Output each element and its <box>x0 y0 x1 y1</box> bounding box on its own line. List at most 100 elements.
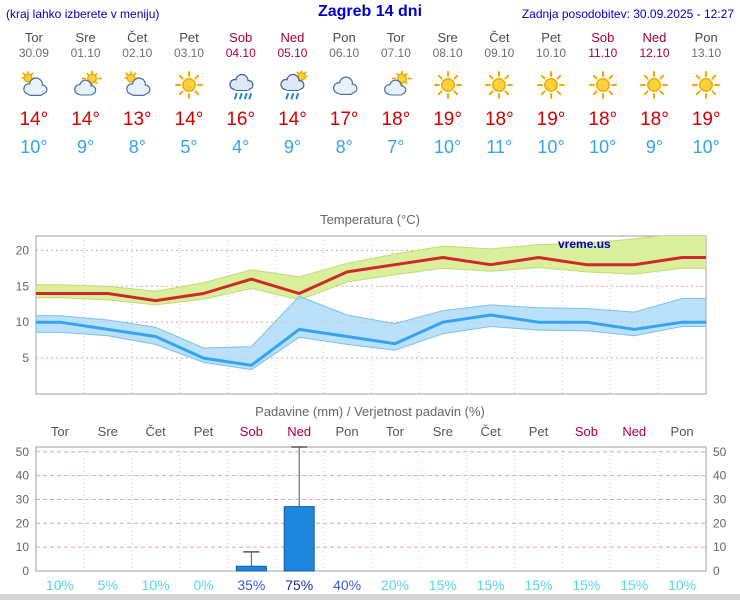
day-column: Pet 03.10 14° 5° <box>163 30 215 159</box>
min-temperature: 10° <box>537 137 565 157</box>
precip-day-label: Sre <box>97 424 118 439</box>
sunny-icon <box>577 61 629 103</box>
day-column: Sob 04.10 16° 4° <box>215 30 267 159</box>
min-temperature: 5° <box>180 137 198 157</box>
svg-text:20: 20 <box>16 516 30 530</box>
sunny-icon <box>680 61 732 103</box>
svg-text:50: 50 <box>16 445 30 459</box>
day-name: Sob <box>229 30 253 45</box>
svg-text:0: 0 <box>22 564 29 576</box>
watermark: vreme.us <box>558 237 611 251</box>
max-temperature: 18° <box>588 109 618 130</box>
max-temperature: 14° <box>278 109 307 130</box>
svg-text:10: 10 <box>16 315 30 329</box>
day-name: Sre <box>437 30 458 45</box>
precip-probability: 15% <box>572 577 601 593</box>
max-temperature: 19° <box>536 109 566 130</box>
day-date: 07.10 <box>380 46 411 60</box>
last-update-text: Zadnja posodobitev: 30.09.2025 - 12:27 <box>521 7 734 21</box>
svg-text:30: 30 <box>16 492 30 506</box>
max-temperature: 17° <box>329 109 359 130</box>
mostly-cloudy-icon <box>8 61 60 103</box>
day-column: Tor 07.10 18° 7° <box>370 30 422 159</box>
precip-probability: 10% <box>45 577 74 593</box>
min-temperature: 10° <box>589 137 617 157</box>
svg-text:30: 30 <box>713 492 727 506</box>
precip-day-label: Čet <box>145 424 166 439</box>
min-temperature: 10° <box>433 137 462 157</box>
precip-bar <box>235 565 267 572</box>
min-temperature: 11° <box>486 137 513 157</box>
day-column: Tor 30.09 14° 10° <box>8 30 60 159</box>
day-date: 01.10 <box>70 46 101 60</box>
max-temperature: 14° <box>71 109 100 130</box>
forecast-days-row: Tor 30.09 14° 10° Sre 01.10 14° 9° Čet 0… <box>8 30 732 159</box>
svg-text:20: 20 <box>713 516 727 530</box>
svg-text:20: 20 <box>16 243 30 257</box>
svg-text:0: 0 <box>713 564 720 576</box>
temperature-chart-title: Temperatura (°C) <box>320 212 420 227</box>
precipitation-chart: 0 0 10 10 20 20 30 30 40 40 50 50 <box>16 445 727 576</box>
max-temperature: 19° <box>691 109 721 130</box>
min-temperature: 9° <box>645 137 664 157</box>
day-date: 12.10 <box>639 46 670 60</box>
precip-day-label: Sob <box>239 424 263 439</box>
max-temperature: 14° <box>19 109 49 130</box>
footer-strip <box>0 594 740 600</box>
svg-text:10: 10 <box>713 540 727 554</box>
day-date: 08.10 <box>432 46 463 60</box>
day-name: Pon <box>694 30 718 45</box>
precip-bar <box>283 506 315 572</box>
min-temperature: 10° <box>20 137 48 157</box>
day-name: Pet <box>541 30 561 45</box>
min-temperature: 9° <box>76 137 95 157</box>
day-date: 06.10 <box>329 46 360 60</box>
day-date: 03.10 <box>174 46 205 60</box>
precip-probability: 15% <box>476 577 505 593</box>
svg-text:15: 15 <box>16 279 30 293</box>
rain-icon <box>215 61 267 103</box>
day-column: Sre 08.10 19° 10° <box>422 30 474 159</box>
menu-hint-text: (kraj lahko izberete v meniju) <box>6 7 160 21</box>
day-column: Pon 06.10 17° 8° <box>318 30 370 159</box>
partly-cloudy-icon <box>370 61 422 103</box>
day-column: Sre 01.10 14° 9° <box>60 30 112 159</box>
min-temperature: 4° <box>232 137 250 157</box>
day-name: Tor <box>24 30 43 45</box>
svg-text:50: 50 <box>713 445 727 459</box>
precip-day-label: Sob <box>574 424 598 439</box>
day-date: 04.10 <box>225 46 256 60</box>
max-temperature: 19° <box>433 109 462 130</box>
day-date: 13.10 <box>691 46 722 60</box>
day-name: Čet <box>489 30 510 45</box>
sunny-icon <box>422 61 474 103</box>
precip-probability: 40% <box>333 577 362 593</box>
sunny-icon <box>473 61 525 103</box>
svg-text:40: 40 <box>16 469 30 483</box>
precip-day-label: Tor <box>385 424 404 439</box>
precip-probability: 15% <box>428 577 457 593</box>
precip-day-label: Ned <box>622 424 647 439</box>
day-column: Pon 13.10 19° 10° <box>680 30 732 159</box>
day-name: Čet <box>127 30 148 45</box>
precip-probability-row: 10% 5% 10% 0% 35% 75% 40% 20% 15% 15% 15% 15% 15% 10% <box>36 578 706 593</box>
day-column: Čet 02.10 13° 8° <box>111 30 163 159</box>
day-date: 05.10 <box>277 46 308 60</box>
precip-day-label: Pet <box>528 424 549 439</box>
precip-day-label: Tor <box>50 424 69 439</box>
precip-day-label: Ned <box>287 424 312 439</box>
min-temperature: 8° <box>128 137 146 157</box>
svg-text:10: 10 <box>16 540 30 554</box>
precip-probability: 0% <box>193 577 214 593</box>
precip-probability: 15% <box>620 577 649 593</box>
day-name: Pet <box>179 30 199 45</box>
min-temperature: 9° <box>283 137 302 157</box>
max-temperature: 16° <box>226 109 256 130</box>
day-column: Čet 09.10 18° 11° <box>473 30 525 159</box>
day-column: Pet 10.10 19° 10° <box>525 30 577 159</box>
page-title: Zagreb 14 dni <box>317 3 423 20</box>
precip-day-label: Pon <box>335 424 359 439</box>
temperature-chart-block: Temperatura (°C) 5 10 15 20 vreme.us <box>0 212 740 400</box>
day-name: Sob <box>591 30 615 45</box>
precip-probability: 35% <box>237 577 266 593</box>
